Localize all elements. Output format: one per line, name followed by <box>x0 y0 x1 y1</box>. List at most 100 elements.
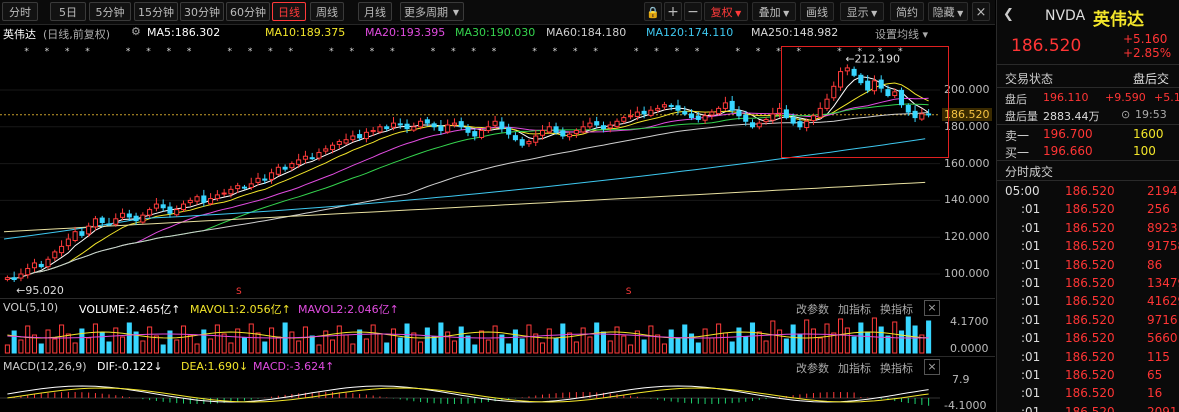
volume-tools: 改参数 加指标 换指标 <box>796 301 946 316</box>
candle-body <box>424 119 430 124</box>
macd-tools: 改参数 加指标 换指标 <box>796 360 946 375</box>
close-icon[interactable]: × <box>924 359 940 375</box>
tab-5day[interactable]: 5日 <box>50 2 86 21</box>
draw-button[interactable]: 画线 <box>800 2 834 21</box>
gear-icon[interactable]: ⚙ <box>131 25 141 38</box>
candle-body <box>878 79 884 89</box>
tab-60min[interactable]: 60分钟 <box>226 2 270 21</box>
volume-bar <box>323 330 329 354</box>
divider <box>997 160 1179 161</box>
tab-5min[interactable]: 5分钟 <box>89 2 131 21</box>
candle-body <box>844 67 850 72</box>
volume-bar <box>431 336 437 354</box>
volume-bar <box>553 337 559 354</box>
candle-body <box>343 139 349 144</box>
tab-intraday[interactable]: 分时 <box>2 2 38 21</box>
buy1-vol: 100 <box>1133 144 1156 158</box>
candle-body <box>350 135 356 141</box>
mavol1-value: MAVOL1:2.056亿↑ <box>190 303 291 316</box>
trade-price: 186.520 <box>1065 257 1115 272</box>
candle-body <box>567 133 573 138</box>
divider <box>997 87 1179 88</box>
macd-switch-indicator[interactable]: 换指标 <box>880 362 913 375</box>
volume-bar <box>804 319 810 354</box>
vol-add-indicator[interactable]: 加指标 <box>838 303 871 316</box>
volume-bar <box>506 343 512 354</box>
candle-body <box>641 110 647 115</box>
signal-star: * <box>248 47 253 57</box>
candle-body <box>167 206 173 214</box>
lock-icon[interactable]: 🔒 <box>644 2 662 21</box>
trade-price: 186.520 <box>1065 294 1115 309</box>
tab-15min[interactable]: 15分钟 <box>134 2 178 21</box>
volume-bar <box>329 339 336 354</box>
tab-more-periods[interactable]: 更多周期 ▼ <box>400 2 464 21</box>
trades-list[interactable]: 05:00 186.520 2194:01 186.520 256:01 186.520 8… <box>997 182 1179 412</box>
tab-daily[interactable]: 日线 <box>272 2 306 21</box>
trade-time: :01 <box>1021 331 1041 346</box>
hide-button[interactable]: 隐藏 ▼ <box>928 2 968 21</box>
trade-price: 186.520 <box>1065 349 1115 364</box>
adjust-button[interactable]: 复权 ▼ <box>704 2 748 21</box>
candle-body <box>180 203 187 211</box>
volume-bar <box>885 335 891 354</box>
volume-bar <box>65 333 71 354</box>
ma-settings-link[interactable]: 设置均线 ▾ <box>875 28 929 41</box>
mavol2-value: MAVOL2:2.046亿↑ <box>298 303 399 316</box>
volume-bar <box>912 325 918 354</box>
volume-bar <box>797 333 803 354</box>
divider <box>0 356 995 357</box>
vol-switch-indicator[interactable]: 换指标 <box>880 303 913 316</box>
signal-star: * <box>390 47 395 57</box>
after-vol-label: 盘后量 <box>1005 110 1038 123</box>
display-button[interactable]: 显示 ▼ <box>840 2 884 21</box>
ma60-line <box>7 112 929 280</box>
candlestick-chart[interactable]: ←212.190 ←95.020 * * * * * * * * * * * * * * * * * * * * * * * * *… <box>0 42 995 297</box>
volume-bar <box>607 340 613 354</box>
close-icon[interactable]: × <box>972 2 990 21</box>
volume-bar <box>695 342 701 354</box>
candle-body <box>45 258 51 268</box>
trade-price: 186.520 <box>1065 386 1115 401</box>
candle-body <box>418 120 424 128</box>
vol-edit-params[interactable]: 改参数 <box>796 303 829 316</box>
volume-bar <box>384 342 390 354</box>
candle-body <box>65 238 71 247</box>
volume-bar <box>709 337 715 354</box>
price-change: +5.160 <box>1123 32 1168 46</box>
candle-body <box>919 113 925 120</box>
after-vol: 2883.44万 <box>1043 110 1100 123</box>
highlight-box <box>781 46 949 158</box>
trade-price: 186.520 <box>1065 331 1115 346</box>
candle-body <box>614 120 620 127</box>
candle-body <box>824 98 830 109</box>
tab-weekly[interactable]: 周线 <box>310 2 344 21</box>
signal-star: * <box>146 47 151 57</box>
tab-monthly[interactable]: 月线 <box>358 2 392 21</box>
candle-body <box>235 185 241 190</box>
volume-bar <box>634 330 640 354</box>
volume-bar <box>363 338 369 354</box>
trade-volume: 5660 <box>1147 331 1178 346</box>
close-icon[interactable]: × <box>924 300 940 316</box>
candle-body <box>208 198 214 205</box>
ma250-label: MA250:148.982 <box>751 26 839 39</box>
volume-bar <box>919 334 925 354</box>
back-arrow-icon[interactable]: ❮ <box>1003 7 1014 22</box>
volume-bar <box>655 334 661 354</box>
volume-bar <box>858 322 864 354</box>
candle-body <box>106 223 112 226</box>
volume-bar <box>790 324 796 354</box>
zoom-out-icon[interactable]: − <box>684 2 702 21</box>
tab-more-periods-label: 更多周期 <box>404 6 448 19</box>
macd-edit-params[interactable]: 改参数 <box>796 362 829 375</box>
tab-30min[interactable]: 30分钟 <box>180 2 224 21</box>
zoom-in-icon[interactable]: + <box>664 2 682 21</box>
candle-body <box>892 91 898 97</box>
candle-body <box>25 267 31 276</box>
overlay-button[interactable]: 叠加 ▼ <box>752 2 796 21</box>
simple-button[interactable]: 简约 <box>890 2 924 21</box>
volume-bar <box>153 335 159 354</box>
candle-body <box>492 120 498 126</box>
macd-add-indicator[interactable]: 加指标 <box>838 362 871 375</box>
